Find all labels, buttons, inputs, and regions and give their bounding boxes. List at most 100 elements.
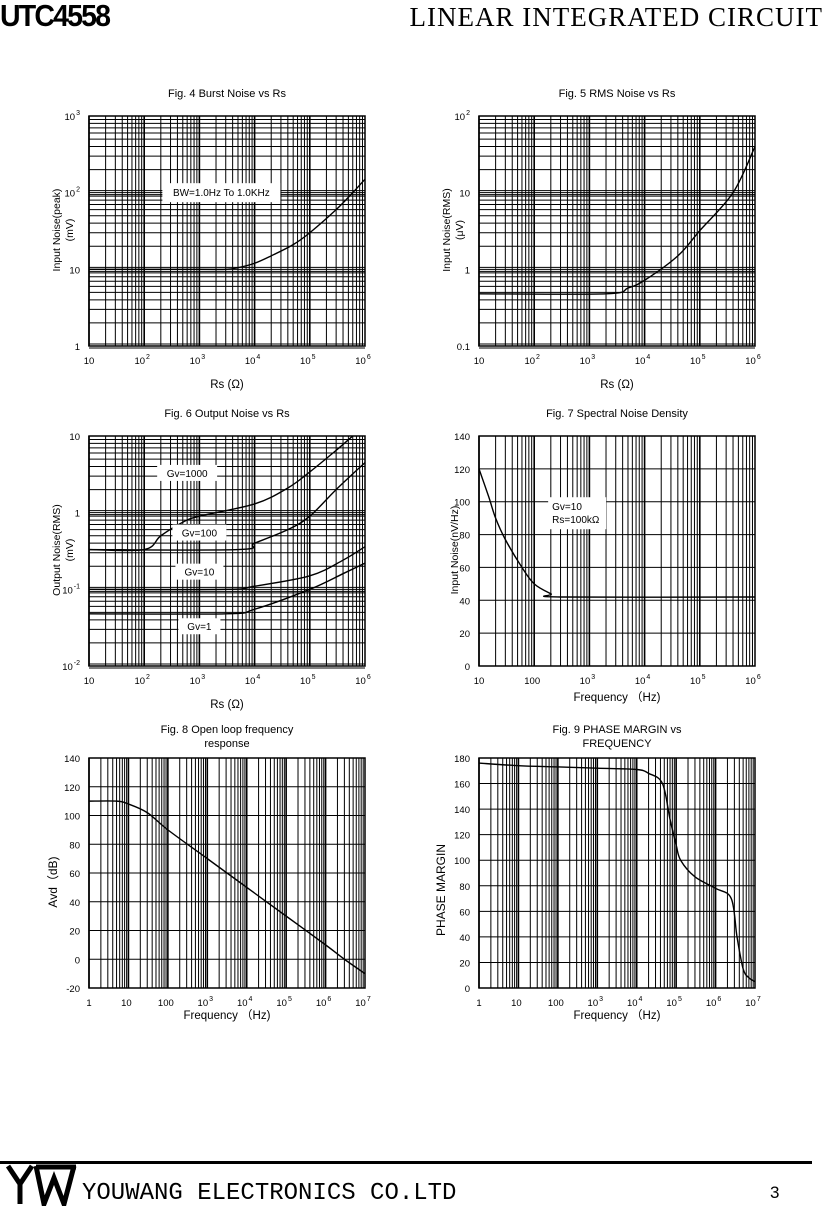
x-tick-label: 106 (355, 674, 371, 687)
x-tick-label: 1 (86, 998, 91, 1009)
chart-fig-5: Fig. 5 RMS Noise vs Rs Rs (Ω) Input Noise(… (441, 88, 761, 391)
y-tick-label: 102 (455, 110, 471, 123)
y-tick-label: 10 (69, 432, 80, 443)
y-tick-label: 0 (465, 984, 470, 995)
x-axis-label: Rs (Ω) (210, 699, 244, 711)
grid (88, 116, 365, 349)
series-line (478, 146, 756, 295)
x-tick-label: 102 (524, 354, 540, 367)
company-logo (6, 1164, 77, 1206)
x-tick-label: 10 (121, 998, 132, 1009)
y-tick-label: 120 (454, 831, 470, 842)
y-tick-label: 10-1 (62, 583, 80, 596)
y-tick-label: 140 (64, 754, 80, 765)
x-tick-label: 102 (134, 674, 150, 687)
footer-divider (0, 1161, 812, 1164)
x-tick-label: 100 (158, 998, 174, 1009)
y-axis-label: Input Noise(nV/Hz) (449, 506, 461, 595)
x-tick-label: 10 (84, 676, 95, 687)
x-tick-label: 10 (474, 356, 485, 367)
series-line-gv-1 (88, 562, 366, 615)
chart-title: Fig. 7 Spectral Noise Density (546, 408, 688, 420)
annotation: Gv=10 Rs=100kΩ (548, 497, 607, 530)
x-tick-label: 104 (237, 996, 253, 1009)
grid (478, 116, 755, 349)
y-axis-label: Input Noise(peak) (51, 189, 63, 272)
y-tick-label: 100 (454, 498, 470, 509)
y-axis-label: Input Noise(RMS) (441, 188, 453, 271)
x-axis-label: Frequency （Hz) (574, 1009, 661, 1022)
y-tick-label: 120 (64, 783, 80, 794)
x-tick-label: 103 (190, 354, 206, 367)
chart-title: Fig. 8 Open loop frequency (161, 724, 294, 736)
y-tick-label: 10 (459, 189, 470, 200)
x-axis-label: Rs (Ω) (210, 379, 244, 391)
x-tick-label: 106 (745, 674, 761, 687)
y-axis-label: Output Noise(RMS) (51, 504, 63, 596)
x-tick-label: 103 (198, 996, 214, 1009)
x-tick-label: 100 (548, 998, 564, 1009)
series-line (478, 468, 756, 598)
grid (88, 436, 365, 669)
chart-fig-8: Fig. 8 Open loop frequency response Freque… (46, 724, 371, 1022)
y-tick-label: 0 (465, 662, 470, 673)
page-number: 3 (770, 1183, 780, 1202)
plot-frame (478, 115, 756, 347)
y-tick-label: 0.1 (457, 342, 470, 353)
y-tick-label: 60 (459, 563, 470, 574)
part-number: UTC4558 (0, 0, 111, 33)
x-tick-label: 106 (706, 996, 722, 1009)
y-tick-label: 80 (459, 531, 470, 542)
annotation-text: BW=1.0Hz To 1.0KHz (173, 188, 270, 199)
y-axis-label: (mV) (64, 219, 76, 242)
y-tick-label: 0 (75, 955, 80, 966)
x-axis-label: Frequency （Hz) (184, 1009, 271, 1022)
y-tick-label: 1 (465, 265, 470, 276)
y-axis-label: Avd（dB) (46, 856, 60, 907)
x-tick-label: 103 (580, 354, 596, 367)
y-tick-label: 40 (459, 596, 470, 607)
y-tick-label: 10 (69, 265, 80, 276)
x-tick-label: 10 (474, 676, 485, 687)
series-line-gv-1000 (88, 435, 354, 552)
y-tick-label: 140 (454, 432, 470, 443)
y-tick-label: 20 (459, 958, 470, 969)
category-title: LINEAR INTEGRATED CIRCUIT (409, 2, 823, 32)
grid (478, 435, 755, 667)
x-tick-label: 10 (84, 356, 95, 367)
x-tick-label: 105 (690, 354, 706, 367)
series-label-background (157, 464, 218, 481)
series-label-background (172, 524, 227, 541)
y-tick-label: 60 (69, 869, 80, 880)
x-tick-label: 106 (745, 354, 761, 367)
y-tick-label: 1 (75, 509, 80, 520)
series-line-gv-10 (88, 546, 366, 591)
plot-frame (478, 757, 756, 989)
series-label: Gv=100 (182, 529, 218, 540)
y-tick-label: 20 (459, 629, 470, 640)
series-line-gv-100 (88, 462, 366, 551)
grid (478, 757, 755, 989)
chart-title: Fig. 6 Output Noise vs Rs (164, 408, 290, 420)
x-tick-label: 10 (511, 998, 522, 1009)
x-tick-label: 107 (355, 996, 371, 1009)
x-axis-label: Rs (Ω) (600, 379, 634, 391)
y-tick-label: 103 (65, 110, 81, 123)
x-tick-label: 104 (245, 674, 261, 687)
x-tick-label: 1 (476, 998, 481, 1009)
x-tick-label: 103 (190, 674, 206, 687)
chart-title: Fig. 9 PHASE MARGIN vs (553, 724, 682, 736)
chart-fig-7: Fig. 7 Spectral Noise Density Frequency （… (449, 408, 761, 704)
y-tick-label: 102 (65, 187, 81, 200)
y-tick-label: -20 (66, 984, 80, 995)
annotation-background (162, 183, 281, 203)
x-tick-label: 102 (134, 354, 150, 367)
x-tick-label: 104 (635, 354, 651, 367)
series-label: Gv=10 (185, 568, 215, 579)
series-label-background (178, 618, 221, 635)
y-tick-label: 60 (459, 907, 470, 918)
y-tick-label: 100 (64, 812, 80, 823)
x-tick-label: 106 (355, 354, 371, 367)
x-tick-label: 105 (666, 996, 682, 1009)
y-tick-label: 20 (69, 927, 80, 938)
